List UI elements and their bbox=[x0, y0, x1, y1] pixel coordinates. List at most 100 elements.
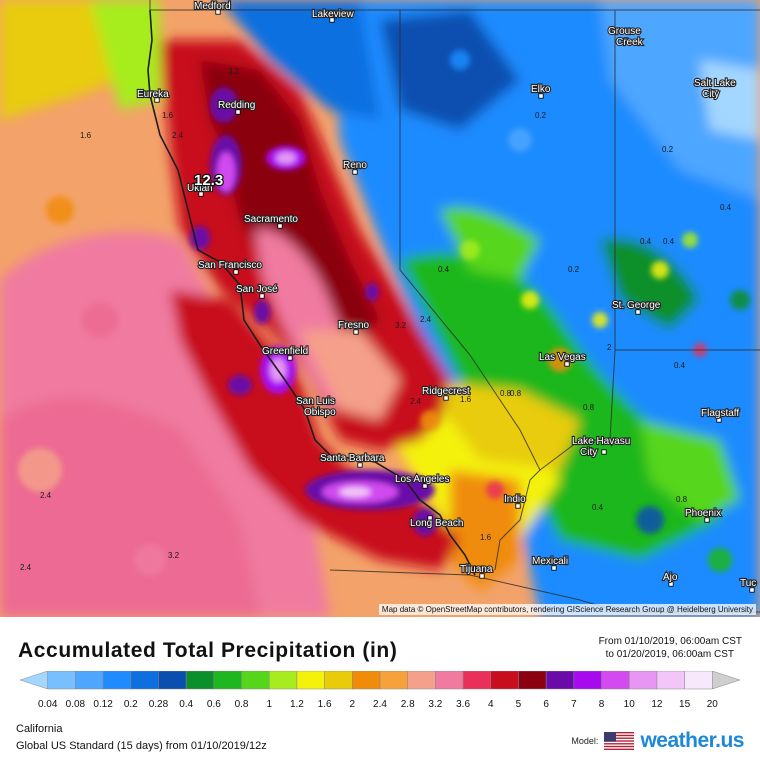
contour-value: 0.2 bbox=[535, 111, 547, 120]
brand-wordmark[interactable]: weather.us bbox=[640, 729, 744, 752]
legend-tick-label: 10 bbox=[624, 699, 636, 710]
region-label: California bbox=[16, 723, 63, 735]
city-label: Mexicali bbox=[532, 556, 568, 567]
legend-tick-label: 3.2 bbox=[428, 699, 442, 710]
contour-value: 1.6 bbox=[460, 395, 472, 404]
city-marker bbox=[601, 449, 607, 455]
legend-tick-label: 5 bbox=[516, 699, 522, 710]
contour-value: 2.4 bbox=[410, 397, 422, 406]
model-label: Model: bbox=[571, 736, 599, 746]
city-label: Fresno bbox=[338, 320, 370, 331]
legend-tick-label: 15 bbox=[679, 699, 691, 710]
legend-swatch bbox=[435, 670, 464, 690]
legend-tick-label: 6 bbox=[543, 699, 549, 710]
city-marker bbox=[352, 169, 358, 175]
legend-swatch bbox=[241, 670, 270, 690]
city-label: Ridgecrest bbox=[422, 386, 470, 397]
legend-swatch bbox=[213, 670, 242, 690]
contour-value: 0.4 bbox=[720, 203, 732, 212]
legend-tick-label: 0.8 bbox=[235, 699, 249, 710]
contour-value: 3.2 bbox=[168, 551, 180, 560]
color-legend: 0.04 0.08 0.12 0.2 0.28 0.4 0.6 0.8 1 1.2 1.6 2 2.4 2… bbox=[0, 670, 760, 711]
city-marker bbox=[716, 417, 722, 423]
city-marker bbox=[635, 309, 641, 315]
legend-swatch bbox=[490, 670, 519, 690]
city-label: Grouse Creek bbox=[608, 26, 644, 48]
legend-tick-label: 1.2 bbox=[290, 699, 304, 710]
city-marker bbox=[287, 355, 293, 361]
contour-value: 0.2 bbox=[568, 265, 580, 274]
legend-swatch bbox=[47, 670, 76, 690]
legend-swatch bbox=[628, 670, 658, 690]
contour-value: 0.8 bbox=[510, 389, 522, 398]
city-label: Las Vegas bbox=[539, 352, 586, 363]
contour-value: 2 bbox=[607, 343, 612, 352]
city-marker bbox=[427, 515, 433, 521]
city-marker bbox=[235, 109, 241, 115]
legend-tick-label: 4 bbox=[488, 699, 494, 710]
city-marker bbox=[551, 565, 557, 571]
legend-swatch bbox=[601, 670, 630, 690]
precipitation-map[interactable]: Medford Lakeview Grouse Creek Eureka Redding E… bbox=[0, 0, 760, 617]
legend-swatch bbox=[185, 670, 215, 690]
contour-value: 0.8 bbox=[676, 495, 688, 504]
city-label: St. George bbox=[612, 300, 661, 311]
city-marker bbox=[623, 37, 629, 43]
legend-tick-label: 2.8 bbox=[401, 699, 415, 710]
legend-tick-label: 1.6 bbox=[318, 699, 332, 710]
city-marker bbox=[668, 581, 674, 587]
forecast-period: From 01/10/2019, 06:00am CST to 01/20/20… bbox=[599, 635, 742, 661]
legend-tick-label: 8 bbox=[599, 699, 605, 710]
legend-tick-label: 0.28 bbox=[149, 699, 169, 710]
city-label: San José bbox=[236, 284, 278, 295]
legend-swatch bbox=[75, 670, 104, 690]
city-label: Medford bbox=[194, 1, 231, 12]
contour-value: 1.6 bbox=[480, 533, 492, 542]
legend-tick-label: 12 bbox=[651, 699, 663, 710]
contour-value: 2.4 bbox=[40, 491, 52, 500]
city-marker bbox=[277, 223, 283, 229]
chart-title: Accumulated Total Precipitation (in) bbox=[18, 639, 398, 662]
legend-swatch bbox=[656, 670, 685, 690]
map-attribution: Map data © OpenStreetMap contributors, r… bbox=[378, 604, 756, 615]
city-marker bbox=[713, 89, 719, 95]
city-marker bbox=[353, 329, 359, 335]
legend-swatch bbox=[462, 670, 492, 690]
legend-swatch bbox=[712, 670, 741, 690]
contour-value: 3.2 bbox=[228, 67, 240, 76]
model-run-label: Global US Standard (15 days) from 01/10/… bbox=[16, 740, 267, 752]
contour-value: 0.4 bbox=[674, 361, 686, 370]
city-marker bbox=[422, 483, 428, 489]
contour-value: 1.6 bbox=[80, 131, 92, 140]
legend-tick-label: 0.2 bbox=[124, 699, 138, 710]
contour-value: 3.2 bbox=[395, 321, 407, 330]
contour-value: 0.2 bbox=[662, 145, 674, 154]
city-label: Greenfield bbox=[262, 346, 308, 357]
city-label: Ajo bbox=[663, 572, 678, 583]
legend-swatch bbox=[19, 670, 48, 690]
coastline bbox=[147, 9, 476, 576]
contour-value: 0.8 bbox=[583, 403, 595, 412]
city-marker bbox=[329, 17, 335, 23]
period-to: to 01/20/2019, 06:00am CST bbox=[605, 649, 734, 660]
city-label: Tijuana bbox=[460, 564, 493, 575]
period-from: From 01/10/2019, 06:00am CST bbox=[598, 636, 742, 647]
city-marker bbox=[479, 573, 485, 579]
city-marker bbox=[154, 97, 160, 103]
legend-tick-label: 0.12 bbox=[93, 699, 113, 710]
city-marker bbox=[233, 269, 239, 275]
city-marker bbox=[564, 361, 570, 367]
city-label: Tuc bbox=[740, 578, 756, 589]
legend-swatch bbox=[684, 670, 713, 690]
max-value-label: 12.3 bbox=[194, 172, 223, 189]
city-label: Lake Havasu City bbox=[572, 436, 630, 458]
brand-block[interactable]: Model: weather.us bbox=[571, 729, 744, 753]
contour-value: 0.4 bbox=[663, 237, 675, 246]
legend-swatch bbox=[158, 670, 187, 690]
contour-value: 2.4 bbox=[420, 315, 432, 324]
city-marker bbox=[515, 503, 521, 509]
city-label: Indio bbox=[504, 494, 526, 505]
legend-swatch bbox=[324, 670, 353, 690]
city-marker bbox=[259, 293, 265, 299]
city-marker bbox=[357, 462, 363, 468]
